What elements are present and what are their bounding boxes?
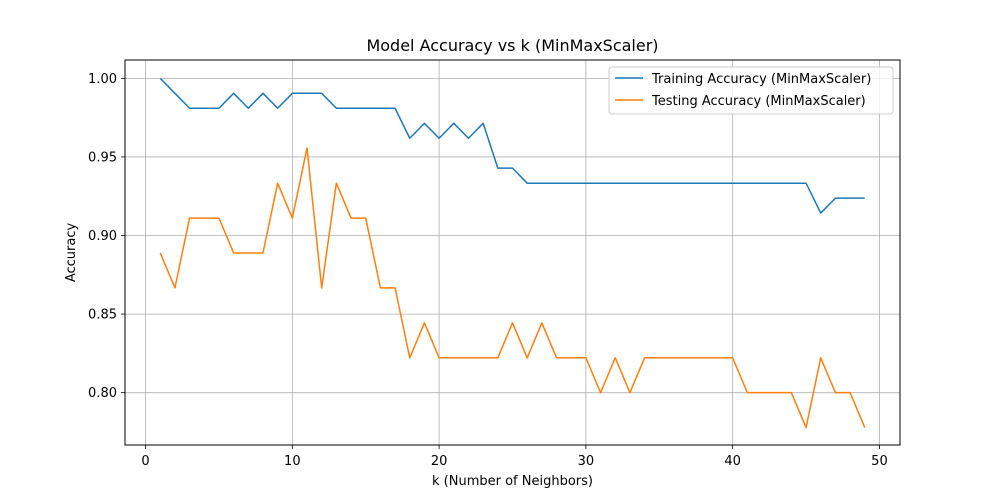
y-tick-label: 0.95 [88, 150, 117, 165]
x-tick-label: 20 [431, 454, 448, 469]
chart-title: Model Accuracy vs k (MinMaxScaler) [366, 36, 658, 55]
legend-label-training: Training Accuracy (MinMaxScaler) [651, 72, 871, 87]
axis-ticks: 0 10 20 30 40 50 0.80 0.85 0.90 0.95 1.00 [88, 72, 888, 469]
y-tick-label: 0.90 [88, 229, 117, 244]
legend-label-testing: Testing Accuracy (MinMaxScaler) [651, 94, 866, 109]
series-line-testing [159, 147, 866, 429]
series-lines [159, 77, 866, 429]
y-tick-label: 0.85 [88, 308, 117, 323]
series-line-training [159, 77, 865, 214]
legend-box [608, 66, 894, 115]
y-tick-label: 1.00 [88, 72, 117, 87]
legend: Training Accuracy (MinMaxScaler) Testing… [608, 66, 894, 115]
x-tick-label: 0 [141, 454, 149, 469]
x-axis-label: k (Number of Neighbors) [432, 474, 593, 489]
x-tick-label: 30 [578, 454, 595, 469]
y-tick-label: 0.80 [88, 386, 117, 401]
y-axis-label: Accuracy [64, 223, 79, 283]
x-tick-label: 10 [284, 454, 301, 469]
x-tick-label: 50 [871, 454, 888, 469]
x-tick-label: 40 [724, 454, 741, 469]
plot-area-frame [124, 59, 901, 446]
